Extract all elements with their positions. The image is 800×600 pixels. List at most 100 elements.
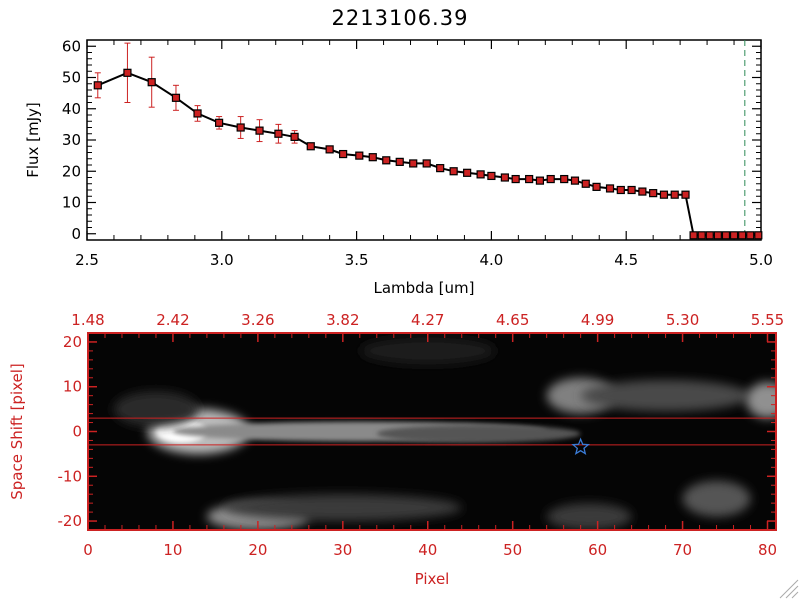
spectrum-plot: 2.5 3.0 3.5 4.0 4.5 5.0 0 10 20 30 40 50 60 Lambda [u… [24,37,773,297]
x-tick-label: 4.5 [614,251,638,269]
data-point [746,231,755,240]
x-tick-label: 0 [83,541,93,559]
y-tick-label: 0 [71,225,81,243]
data-point [605,184,615,193]
y-tick-label: -10 [58,467,83,485]
data-point [487,171,496,181]
x-tick-label: 10 [163,541,182,559]
data-point [570,176,580,185]
x-tick-label: 20 [248,541,267,559]
data-point [649,189,658,198]
x-tick-label: 40 [418,541,437,559]
y-tick-label: 10 [63,378,82,396]
data-point [325,145,334,154]
flux-series-line [97,71,759,237]
spectral-image-plot: 0 10 20 30 40 50 60 70 80 1.48 2.42 3.26 3.82 4.27 4.6… [8,311,784,588]
data-point [705,231,714,240]
x-tick-label: 2.5 [75,251,99,269]
data-point [395,157,404,166]
data-point [689,231,698,240]
data-point [500,173,509,182]
y-tick-label: 20 [63,333,82,351]
top-tick-label: 5.30 [666,311,699,329]
y-tick-label: 40 [62,100,81,118]
y-tick-label: -20 [58,512,83,530]
emission-blob [546,503,632,530]
top-tick-label: 5.55 [751,311,784,329]
y-tick-label: 30 [62,131,81,149]
y-tick-label: 0 [72,423,82,441]
x-tick-label: 4.0 [479,251,503,269]
data-point [355,151,364,160]
data-point [616,185,625,195]
data-point [171,93,181,102]
chart-title: 2213106.39 [331,6,469,30]
data-point [754,231,763,240]
data-point [670,190,679,199]
x-tick-label: 3.0 [210,251,234,269]
resize-grip-icon[interactable] [779,579,799,599]
y-tick-label: 50 [62,69,81,87]
plot-frame [86,39,762,241]
data-point [511,174,520,184]
data-point [422,159,431,168]
data-point [697,231,706,240]
top-tick-label: 2.42 [156,311,189,329]
x-tick-label: 80 [758,541,777,559]
data-point [339,149,348,159]
top-tick-label: 4.27 [411,311,444,329]
data-point [560,174,569,184]
data-point [535,176,545,185]
data-point [581,179,590,188]
data-point [93,81,102,90]
data-point [713,231,722,240]
top-tick-label: 3.82 [326,311,359,329]
data-point [681,190,690,199]
x-tick-label: 3.5 [345,251,369,269]
emission-blob [359,337,496,365]
top-tick-label: 3.26 [241,311,274,329]
data-point [368,153,377,162]
data-point [738,231,747,240]
y-axis-label: Flux [mJy] [24,102,42,178]
x-axis-label: Pixel [415,570,450,588]
y-tick-label: 20 [62,162,81,180]
target-star-icon [571,437,590,456]
data-point [147,78,156,87]
data-point [449,167,458,176]
data-point [627,185,636,195]
data-point [290,132,299,141]
data-point [525,174,534,184]
x-tick-label: 70 [673,541,692,559]
data-point [463,168,472,177]
data-point [721,231,731,240]
data-point [123,68,132,77]
emission-blob [113,391,199,428]
data-point [436,164,445,173]
data-point [638,187,647,196]
y-axis-label: Space Shift [pixel] [8,363,26,500]
spectral-image [88,333,776,530]
data-point [274,129,283,138]
top-tick-label: 1.48 [71,311,104,329]
data-point [729,231,739,240]
data-point [382,156,391,165]
x-tick-label: 50 [503,541,522,559]
emission-blob [580,380,751,412]
y-tick-label: 60 [62,37,81,55]
top-tick-label: 4.65 [496,311,529,329]
x-axis-label: Lambda [um] [374,279,475,297]
emission-blob [746,382,776,419]
data-point [659,190,669,199]
data-point [592,182,601,191]
top-tick-label: 4.99 [581,311,614,329]
data-point [306,142,315,151]
y-tick-label: 10 [62,194,81,212]
data-point [215,118,224,127]
data-point [236,123,245,132]
x-tick-label: 60 [588,541,607,559]
emission-blob [223,494,462,522]
data-point [546,174,555,184]
x-tick-label: 30 [333,541,352,559]
